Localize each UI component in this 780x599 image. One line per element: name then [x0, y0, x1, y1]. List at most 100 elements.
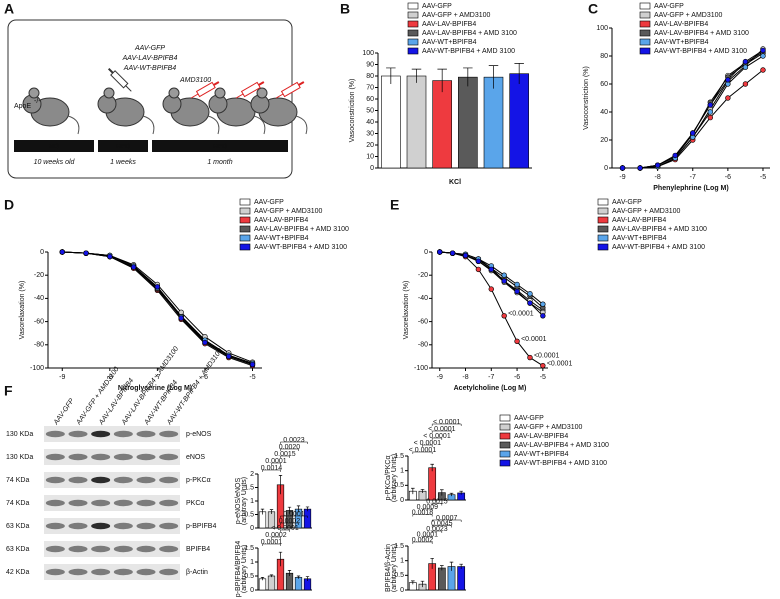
- legend-label: AAV-GFP + AMD3100: [612, 208, 681, 215]
- significance-bracket: [280, 522, 299, 525]
- x-tick-label: -8: [107, 374, 113, 381]
- mouse-ear: [168, 87, 180, 99]
- error-bar: [430, 463, 434, 472]
- y-tick-label: 60: [600, 81, 608, 88]
- y-axis-note: (arbitrary Units): [241, 477, 248, 525]
- p-value: < 0.0001: [433, 419, 461, 426]
- legend-swatch: [639, 29, 651, 37]
- y-tick-label: 80: [600, 53, 608, 60]
- p-value: <0.0001: [521, 336, 547, 343]
- panel-letter: C: [588, 1, 598, 17]
- legend-swatch: [639, 20, 651, 28]
- syringe-plunger: [107, 67, 114, 74]
- syringe-needle: [275, 93, 284, 99]
- series-line: [439, 251, 544, 309]
- data-point: [462, 252, 469, 259]
- x-axis-label: Acetylcholine (Log M): [454, 385, 527, 392]
- legend-label: AAV-LAV-BPIFB4 + AMD 3100: [422, 30, 517, 37]
- panel-letter: B: [340, 1, 350, 17]
- legend-label: AAV-GFP: [612, 199, 642, 206]
- kda-label: 130 KDa: [6, 454, 33, 461]
- x-tick-label: -9: [619, 174, 625, 181]
- y-tick-label: -20: [34, 272, 44, 279]
- legend-swatch: [639, 38, 651, 46]
- y-tick-label: 0: [40, 249, 44, 256]
- mouse-tail: [207, 115, 220, 135]
- x-axis-label: Nitroglycerine (Log M): [118, 385, 192, 392]
- y-tick-label: 1: [250, 559, 254, 566]
- legend-swatch: [407, 11, 419, 19]
- p-value: 0.0002: [412, 537, 434, 544]
- y-axis-label: Vasorelaxation (%): [19, 281, 26, 340]
- bar: [428, 467, 437, 501]
- data-point: [202, 339, 208, 346]
- protein-label: p-eNOS: [186, 431, 212, 438]
- y-tick-label: 0: [400, 587, 404, 594]
- legend-label: AAV-WT+BPIFB4: [612, 235, 667, 242]
- p-value: 0.0001: [261, 539, 283, 546]
- bar: [406, 75, 427, 169]
- series-line: [622, 69, 764, 169]
- legend-swatch: [499, 450, 511, 458]
- legend-swatch: [597, 225, 609, 233]
- legend-label: AAV-GFP: [254, 199, 284, 206]
- diagram-frame: [7, 19, 293, 179]
- p-value: 0.0007: [436, 515, 458, 522]
- legend-swatch: [239, 243, 251, 251]
- y-tick-label: 40: [600, 109, 608, 116]
- y-tick-label: 0: [250, 587, 254, 594]
- syringe-plunger: [258, 81, 265, 86]
- legend-swatch: [499, 414, 511, 422]
- blot-band: [159, 499, 179, 507]
- y-axis-label: p-BPIFB4/BPIFB4: [235, 541, 242, 598]
- data-point: [654, 162, 661, 168]
- legend-swatch: [407, 38, 419, 46]
- legend-swatch: [639, 47, 651, 55]
- strain-label: ApoE: [14, 103, 31, 110]
- y-tick-label: 0.5: [244, 511, 254, 518]
- blot-band: [113, 476, 133, 484]
- data-point: [488, 266, 494, 273]
- legend-label: AAV-GFP + AMD3100: [254, 208, 323, 215]
- legend-swatch: [499, 441, 511, 449]
- mouse-ear: [256, 87, 268, 99]
- error-bar: [463, 67, 473, 87]
- p-value: 0.0001: [265, 458, 287, 465]
- legend-swatch: [639, 2, 651, 10]
- data-point: [475, 266, 482, 273]
- kda-label: 63 KDa: [6, 523, 29, 530]
- data-point: [527, 300, 533, 306]
- error-bar: [514, 63, 524, 85]
- series-line: [622, 49, 764, 169]
- data-point: [742, 81, 749, 87]
- significance-bracket: [431, 525, 452, 528]
- p-value: 0.0002: [279, 518, 301, 525]
- error-bar: [437, 68, 447, 93]
- mouse-tail: [142, 115, 155, 135]
- legend-label: AAV-GFP + AMD3100: [514, 424, 583, 431]
- error-bar: [411, 68, 422, 83]
- p-value: 0.0015: [426, 498, 448, 505]
- y-tick-label: 90: [366, 61, 374, 68]
- blot-strip: [44, 564, 180, 580]
- panel-letter: A: [4, 1, 14, 17]
- legend-swatch: [597, 216, 609, 224]
- y-tick-label: 30: [366, 130, 374, 137]
- y-tick-label: 1: [400, 558, 404, 565]
- legend-swatch: [239, 207, 251, 215]
- y-axis-label: p-PKCα/PKCα: [385, 455, 392, 500]
- protein-label: p-BPIFB4: [186, 523, 216, 530]
- data-point: [760, 53, 766, 59]
- x-tick-label: -8: [655, 174, 661, 181]
- error-bar: [296, 505, 301, 513]
- x-tick-label: -7: [154, 374, 160, 381]
- error-bar: [287, 570, 292, 576]
- significance-bracket: [431, 437, 443, 440]
- y-tick-label: 100: [596, 25, 608, 32]
- significance-bracket: [422, 508, 433, 511]
- p-value: 0.0023: [283, 437, 305, 444]
- blot-band: [136, 568, 156, 576]
- error-bar: [260, 508, 265, 515]
- legend-label: AAV-WT+BPIFB4: [422, 39, 477, 46]
- blot-band: [45, 568, 65, 576]
